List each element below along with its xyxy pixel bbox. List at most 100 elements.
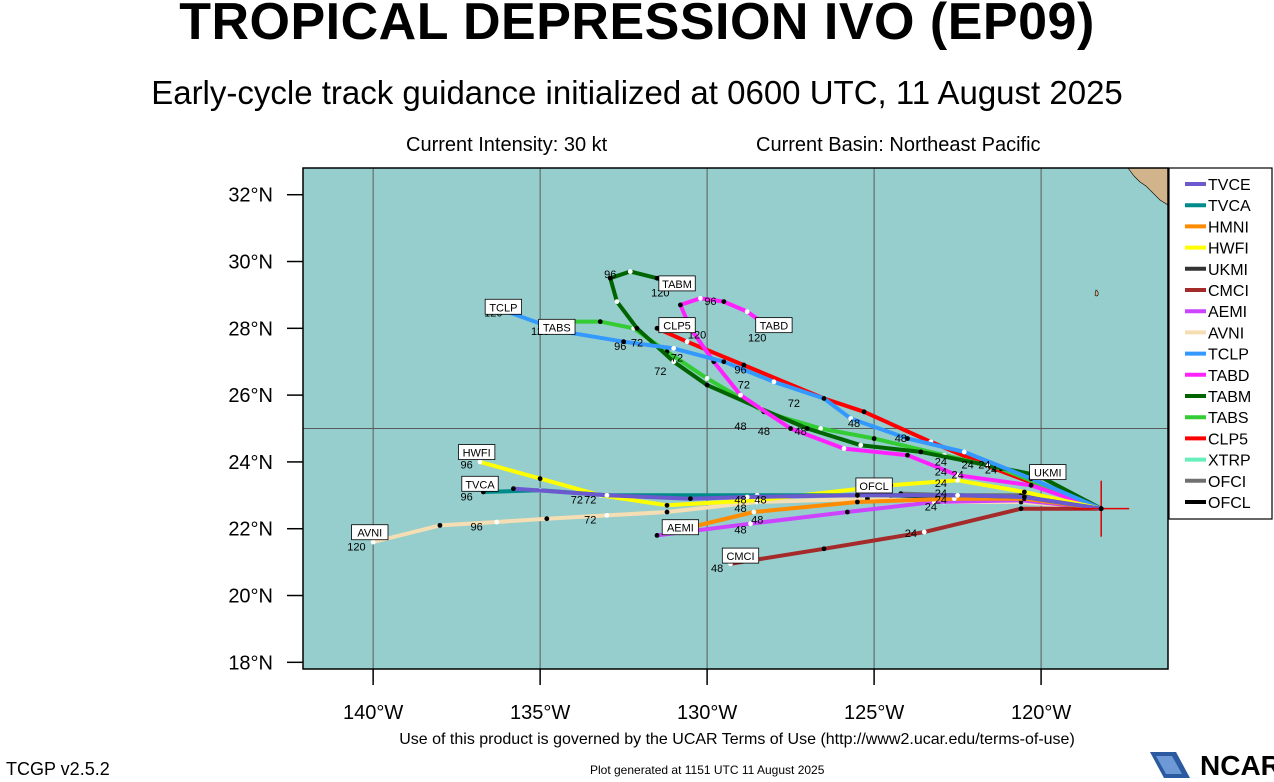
- forecast-hour-label: 24: [935, 456, 947, 468]
- forecast-hour-label: 24: [935, 478, 947, 490]
- legend-label: TABM: [1208, 389, 1251, 406]
- legend-label: TCLP: [1208, 347, 1249, 364]
- forecast-hour-label: 96: [604, 269, 616, 281]
- track-label-box: [461, 475, 499, 492]
- legend-label: TVCE: [1208, 177, 1251, 194]
- track-name-label: OFCL: [855, 477, 893, 494]
- track-label-box: [755, 317, 793, 334]
- track-line-tvce: [511, 486, 1104, 511]
- track-point: [688, 496, 693, 502]
- track-point: [961, 449, 967, 455]
- track-name-label: TCLP: [484, 298, 522, 315]
- legend-entry-xtrp: XTRP: [1185, 453, 1251, 470]
- forecast-hour-label: 96: [461, 460, 473, 472]
- track-point: [684, 339, 690, 345]
- track-point: [921, 529, 927, 535]
- track-label-text: TABM: [662, 279, 692, 291]
- forecast-hour-label: 48: [758, 426, 770, 438]
- track-point: [1018, 506, 1024, 512]
- track-label-box: [661, 519, 699, 536]
- track-point: [614, 299, 620, 304]
- version-label: TCGP v2.5.2: [6, 759, 110, 779]
- track-name-label: TABD: [755, 317, 793, 334]
- legend-entry-ofcl: OFCL: [1185, 495, 1251, 512]
- track-label-box: [458, 444, 496, 460]
- track-point: [905, 436, 910, 441]
- forecast-hour-label: 72: [671, 353, 683, 365]
- track-point: [671, 359, 677, 365]
- track-point: [754, 497, 760, 503]
- track-label-text: AEMI: [667, 523, 694, 535]
- legend-entry-tvce: TVCE: [1185, 177, 1251, 194]
- track-point: [738, 392, 743, 398]
- forecast-hour-label: 72: [584, 495, 596, 507]
- legend-entry-clp5: CLP5: [1185, 431, 1248, 448]
- track-point: [821, 546, 827, 552]
- lon-tick-label: 140°W: [343, 702, 403, 724]
- track-line-tclp: [504, 309, 1104, 511]
- lat-tick-label: 18°N: [228, 652, 273, 674]
- forecast-hour-label: 120: [748, 333, 766, 345]
- track-point: [664, 509, 670, 515]
- legend-label: CMCI: [1208, 283, 1249, 300]
- legend-label: TABS: [1208, 410, 1249, 427]
- island-guadalupe: [1094, 289, 1099, 297]
- track-point: [861, 409, 867, 415]
- forecast-hour-label: 72: [584, 515, 596, 527]
- forecast-hour-label: 48: [711, 563, 723, 575]
- track-point: [985, 462, 991, 468]
- forecast-hour-label: 24: [935, 495, 947, 507]
- lon-tick-label: 130°W: [677, 702, 737, 724]
- forecast-hour-label: 72: [738, 379, 750, 391]
- legend-entry-avni: AVNI: [1185, 325, 1244, 342]
- forecast-hour-label: 48: [895, 433, 907, 445]
- legend-entry-hwfi: HWFI: [1185, 241, 1249, 258]
- legend-label: UKMI: [1208, 262, 1248, 279]
- legend-entry-ofci: OFCI: [1185, 474, 1246, 491]
- track-label-text: OFCL: [859, 481, 888, 493]
- forecast-hour-label: 24: [978, 460, 990, 472]
- track-label-box: [538, 318, 576, 335]
- forecast-hour-label: 48: [734, 421, 746, 433]
- track-point: [654, 275, 660, 281]
- track-name-label: UKMI: [1029, 464, 1067, 481]
- lon-tick-label: 120°W: [1011, 702, 1071, 724]
- legend-label: HMNI: [1208, 219, 1249, 236]
- track-point: [721, 299, 727, 304]
- track-name-label: HWFI: [458, 444, 496, 460]
- track-point: [748, 521, 753, 527]
- track-point: [804, 426, 810, 431]
- lat-tick-label: 20°N: [228, 586, 273, 608]
- ncar-logo-text: NCAR: [1200, 750, 1274, 781]
- track-point: [437, 522, 443, 528]
- track-point: [751, 509, 757, 515]
- lat-tick-label: 32°N: [228, 185, 273, 207]
- forecast-hour-label: 120: [347, 541, 365, 553]
- forecast-hour-label: 24: [935, 488, 947, 500]
- track-point: [1028, 482, 1034, 488]
- track-point: [848, 416, 854, 421]
- legend-entry-hmni: HMNI: [1185, 219, 1249, 236]
- legend-label: AVNI: [1208, 325, 1244, 342]
- track-point: [654, 325, 660, 331]
- terms-notice: Use of this product is governed by the U…: [399, 731, 1075, 748]
- track-point: [604, 512, 610, 518]
- track-label-box: [1029, 464, 1067, 481]
- track-label-box: [721, 547, 760, 564]
- track-point: [788, 426, 794, 431]
- track-point: [597, 319, 603, 325]
- legend-entry-tabd: TABD: [1185, 368, 1249, 385]
- track-point: [871, 436, 877, 441]
- track-point: [744, 309, 750, 315]
- forecast-hour-label: 48: [734, 495, 746, 507]
- ocean-area: [303, 168, 1168, 669]
- track-point: [627, 269, 633, 274]
- track-name-label: TVCA: [461, 475, 499, 492]
- track-point: [634, 325, 640, 331]
- track-label-box: [658, 275, 696, 292]
- legend-entry-tclp: TCLP: [1185, 347, 1249, 364]
- track-point: [905, 452, 910, 458]
- storm-position-dot: [1098, 506, 1104, 512]
- track-point: [771, 379, 777, 385]
- track-label-box: [351, 524, 389, 541]
